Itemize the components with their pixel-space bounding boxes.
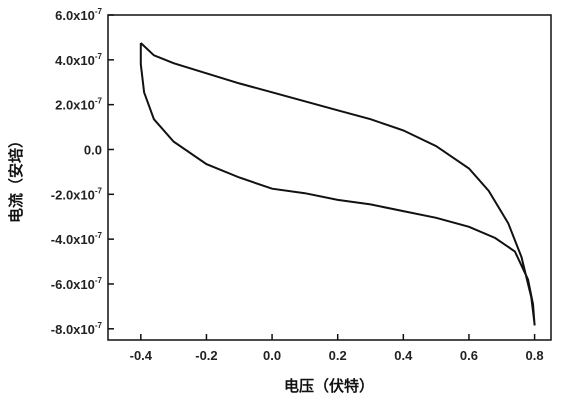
y-tick-label: -6.0x10-7 (51, 276, 103, 292)
y-tick-label: -2.0x10-7 (51, 186, 103, 202)
y-tick-label: 2.0x10-7 (55, 97, 102, 113)
x-tick-label: 0.2 (329, 348, 347, 363)
y-axis-ticks: 6.0x10-7 4.0x10-7 2.0x10-7 0.0 -2.0x10-7 -4.0… (51, 7, 114, 337)
y-axis-title: 电流（安培） (7, 133, 25, 223)
x-tick-label: 0.6 (460, 348, 478, 363)
x-tick-label: -0.4 (130, 348, 153, 363)
x-tick-label: 0.8 (526, 348, 544, 363)
y-tick-label: -8.0x10-7 (51, 321, 103, 337)
x-tick-label: -0.2 (195, 348, 217, 363)
y-tick-label: 4.0x10-7 (55, 52, 102, 68)
y-tick-label: 6.0x10-7 (55, 7, 102, 23)
x-tick-label: 0.4 (394, 348, 413, 363)
y-tick-label: -4.0x10-7 (51, 231, 103, 247)
plot-frame (107, 14, 552, 341)
cv-curve (139, 42, 536, 326)
y-tick-label: 0.0 (84, 142, 102, 157)
x-axis-title: 电压（伏特） (284, 377, 374, 395)
x-axis-ticks: -0.4 -0.2 0.0 0.2 0.4 0.6 0.8 (130, 334, 544, 363)
x-tick-label: 0.0 (263, 348, 281, 363)
